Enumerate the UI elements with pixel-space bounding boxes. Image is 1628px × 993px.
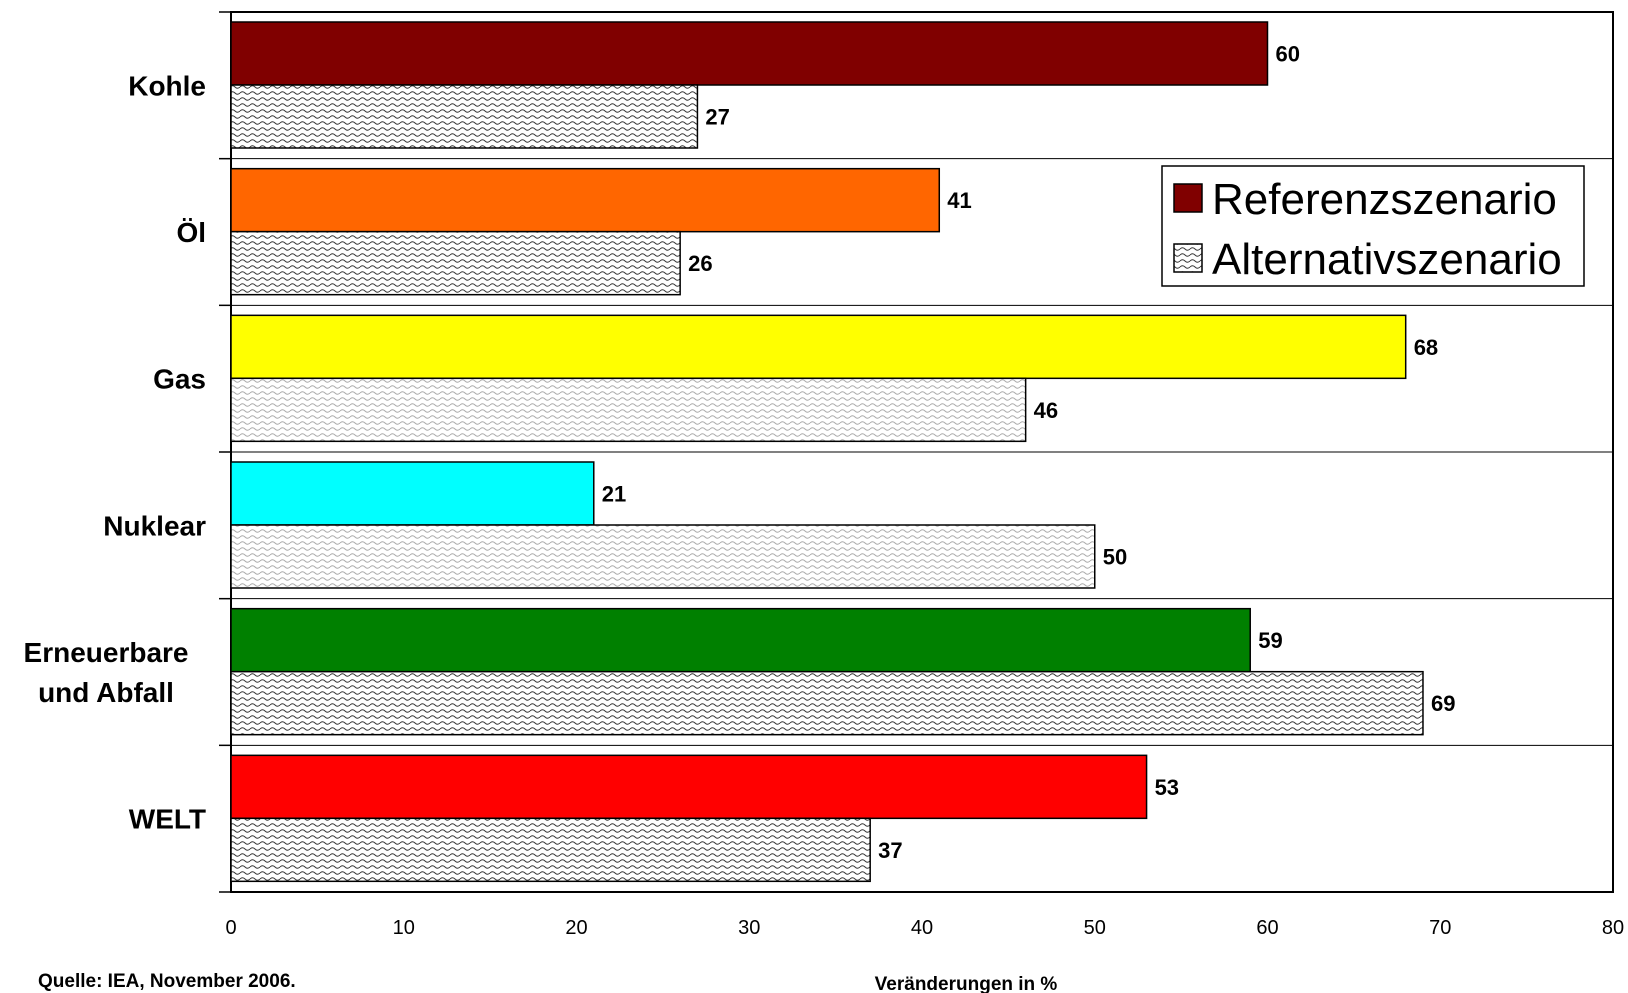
data-label-alternativszenario: 69 [1431,691,1455,716]
bar-alternativszenario [230,670,1424,736]
data-label-alternativszenario: 26 [688,251,712,276]
category-label: WELT [129,804,206,835]
x-tick-label: 10 [393,917,415,939]
category-label: Erneuerbare [24,637,189,668]
category-axis: Kohle Öl Gas Nuklear Erneuerbare und Abfall WE… [24,70,207,834]
x-tick-label: 60 [1256,917,1278,939]
bar-referenzszenario [230,314,1407,380]
category-label: Öl [176,217,206,248]
data-label-alternativszenario: 50 [1103,545,1127,570]
bar-alternativszenario [230,524,1096,589]
category-label: Nuklear [103,510,206,541]
x-tick-label: 20 [565,917,587,939]
data-label-alternativszenario: 37 [878,838,902,863]
legend-swatch-referenzszenario [1173,183,1203,213]
x-tick-label: 80 [1602,917,1624,939]
x-tick-label: 0 [225,917,236,939]
data-label-alternativszenario: 27 [705,105,729,130]
data-label-referenzszenario: 60 [1276,42,1300,67]
x-tick-label: 30 [738,917,760,939]
bar-referenzszenario [230,167,941,233]
bar-alternativszenario [230,817,871,883]
category-label: Gas [153,364,206,395]
bar-alternativszenario [230,230,681,296]
legend-label-alternativszenario: Alternativszenario [1212,235,1562,284]
x-tick-label: 70 [1429,917,1451,939]
data-label-referenzszenario: 59 [1258,628,1282,653]
category-label: Kohle [128,70,206,101]
legend: Referenzszenario Alternativszenario [1161,165,1585,287]
data-label-referenzszenario: 41 [947,188,971,213]
bar-alternativszenario [230,84,699,149]
x-axis-title: Veränderungen in % [875,974,1058,993]
legend-label-referenzszenario: Referenzszenario [1212,175,1557,224]
bar-alternativszenario [230,377,1027,443]
data-label-alternativszenario: 46 [1034,398,1058,423]
bar-referenzszenario [230,21,1269,86]
x-tick-label: 40 [911,917,933,939]
x-axis: 0 10 20 30 40 50 60 70 80 [219,11,1624,939]
data-label-referenzszenario: 68 [1414,335,1438,360]
data-label-referenzszenario: 21 [602,482,626,507]
legend-swatch-alternativszenario [1173,243,1203,273]
category-label: und Abfall [38,677,174,708]
bar-referenzszenario [230,461,595,526]
x-tick-label: 50 [1084,917,1106,939]
source-note: Quelle: IEA, November 2006. [38,971,296,992]
bars: 60 27 41 26 68 46 21 50 59 69 53 37 [230,21,1455,883]
legend-box [1161,165,1585,287]
data-label-referenzszenario: 53 [1155,775,1179,800]
bar-referenzszenario [230,607,1251,673]
bar-referenzszenario [230,754,1148,820]
